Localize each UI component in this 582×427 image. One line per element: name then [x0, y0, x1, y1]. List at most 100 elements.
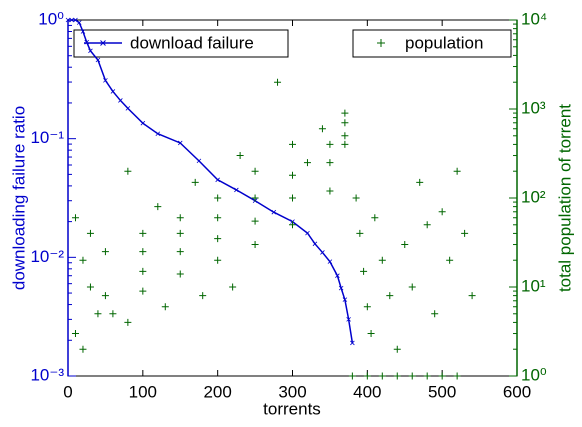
legend-label: population — [405, 33, 483, 52]
population-point — [176, 270, 184, 278]
failure-marker — [234, 187, 239, 193]
population-point — [71, 214, 79, 222]
population-point — [139, 287, 147, 295]
x-tick-label: 300 — [278, 382, 306, 401]
population-point — [303, 159, 311, 167]
population-point — [341, 132, 349, 140]
y2ticks-tick-label: 10³ — [521, 98, 546, 117]
population-point — [251, 167, 259, 175]
failure-marker — [196, 158, 202, 164]
population-point — [109, 310, 117, 318]
failure-line — [68, 19, 354, 344]
failure-marker — [312, 241, 318, 247]
population-point — [289, 221, 296, 229]
population-point — [408, 372, 416, 380]
population-point — [86, 229, 94, 237]
population-point — [79, 345, 87, 353]
population-point — [401, 241, 409, 249]
population-point — [468, 292, 476, 300]
population-point — [139, 267, 147, 275]
population-point — [446, 256, 454, 264]
population-point — [341, 140, 349, 148]
yticks-tick-label: 10⁻¹ — [30, 128, 64, 147]
population-point — [214, 256, 222, 264]
population-point — [378, 372, 386, 380]
population-point — [229, 283, 237, 291]
population-point — [326, 159, 334, 167]
population-point — [124, 167, 132, 175]
population-point — [94, 310, 102, 318]
population-point — [363, 303, 371, 311]
failure-marker — [177, 140, 183, 146]
failure-marker — [103, 78, 108, 83]
population-point — [326, 187, 334, 195]
failure-marker — [342, 297, 348, 302]
population-point — [176, 229, 184, 237]
yticks-tick-label: 10⁻² — [30, 247, 64, 266]
x-tick-label: 100 — [129, 382, 157, 401]
population-point — [251, 194, 259, 202]
population-point — [341, 109, 349, 117]
population-point — [348, 372, 356, 380]
population-point — [367, 330, 375, 338]
population-point — [416, 178, 424, 186]
population-point — [408, 283, 416, 291]
population-point — [431, 310, 439, 318]
failure-marker — [110, 89, 116, 94]
population-point — [393, 345, 401, 353]
legend-swatch — [377, 39, 385, 47]
x-tick-label: 600 — [503, 382, 531, 401]
y-axis-label: downloading failure ratio — [9, 106, 28, 290]
population-point — [423, 221, 431, 229]
failure-marker — [88, 48, 93, 54]
population-point — [438, 208, 446, 216]
population-point — [86, 283, 94, 291]
population-point — [289, 140, 296, 148]
failure-marker — [95, 57, 101, 63]
population-point — [326, 140, 334, 148]
y2ticks-tick-label: 10¹ — [521, 276, 546, 295]
failure-marker — [335, 273, 340, 278]
population-point — [360, 267, 368, 275]
population-point — [199, 292, 207, 300]
population-point — [356, 229, 364, 237]
population-point — [274, 78, 282, 86]
population-point — [214, 214, 222, 222]
failure-marker — [155, 131, 161, 137]
population-point — [251, 217, 259, 225]
failure-marker — [346, 317, 351, 322]
population-point — [214, 194, 222, 202]
population-point — [124, 318, 132, 326]
x-tick-label: 0 — [63, 382, 72, 401]
x-tick-label: 500 — [428, 382, 456, 401]
population-point — [289, 171, 296, 179]
population-point — [438, 372, 446, 380]
population-point — [101, 292, 109, 300]
population-point — [101, 248, 109, 256]
population-point — [423, 372, 431, 380]
failure-marker — [271, 209, 277, 215]
population-point — [393, 372, 401, 380]
failure-marker — [73, 17, 78, 23]
yticks-tick-label: 10⁻³ — [30, 365, 64, 384]
population-point — [378, 256, 386, 264]
x-tick-label: 400 — [353, 382, 381, 401]
failure-marker — [65, 17, 71, 23]
failure-marker — [350, 340, 355, 346]
population-point — [318, 125, 326, 133]
population-point — [386, 292, 394, 300]
x-tick-label: 200 — [203, 382, 231, 401]
population-point — [453, 372, 461, 380]
population-point — [289, 194, 296, 202]
population-point — [371, 214, 379, 222]
failure-marker — [327, 259, 333, 264]
legend-swatch — [100, 40, 106, 46]
population-point — [79, 256, 87, 264]
failure-marker — [320, 250, 325, 255]
population-point — [251, 241, 259, 249]
failure-marker — [80, 29, 86, 34]
population-point — [154, 203, 162, 211]
population-point — [161, 303, 169, 311]
population-point — [236, 152, 244, 160]
